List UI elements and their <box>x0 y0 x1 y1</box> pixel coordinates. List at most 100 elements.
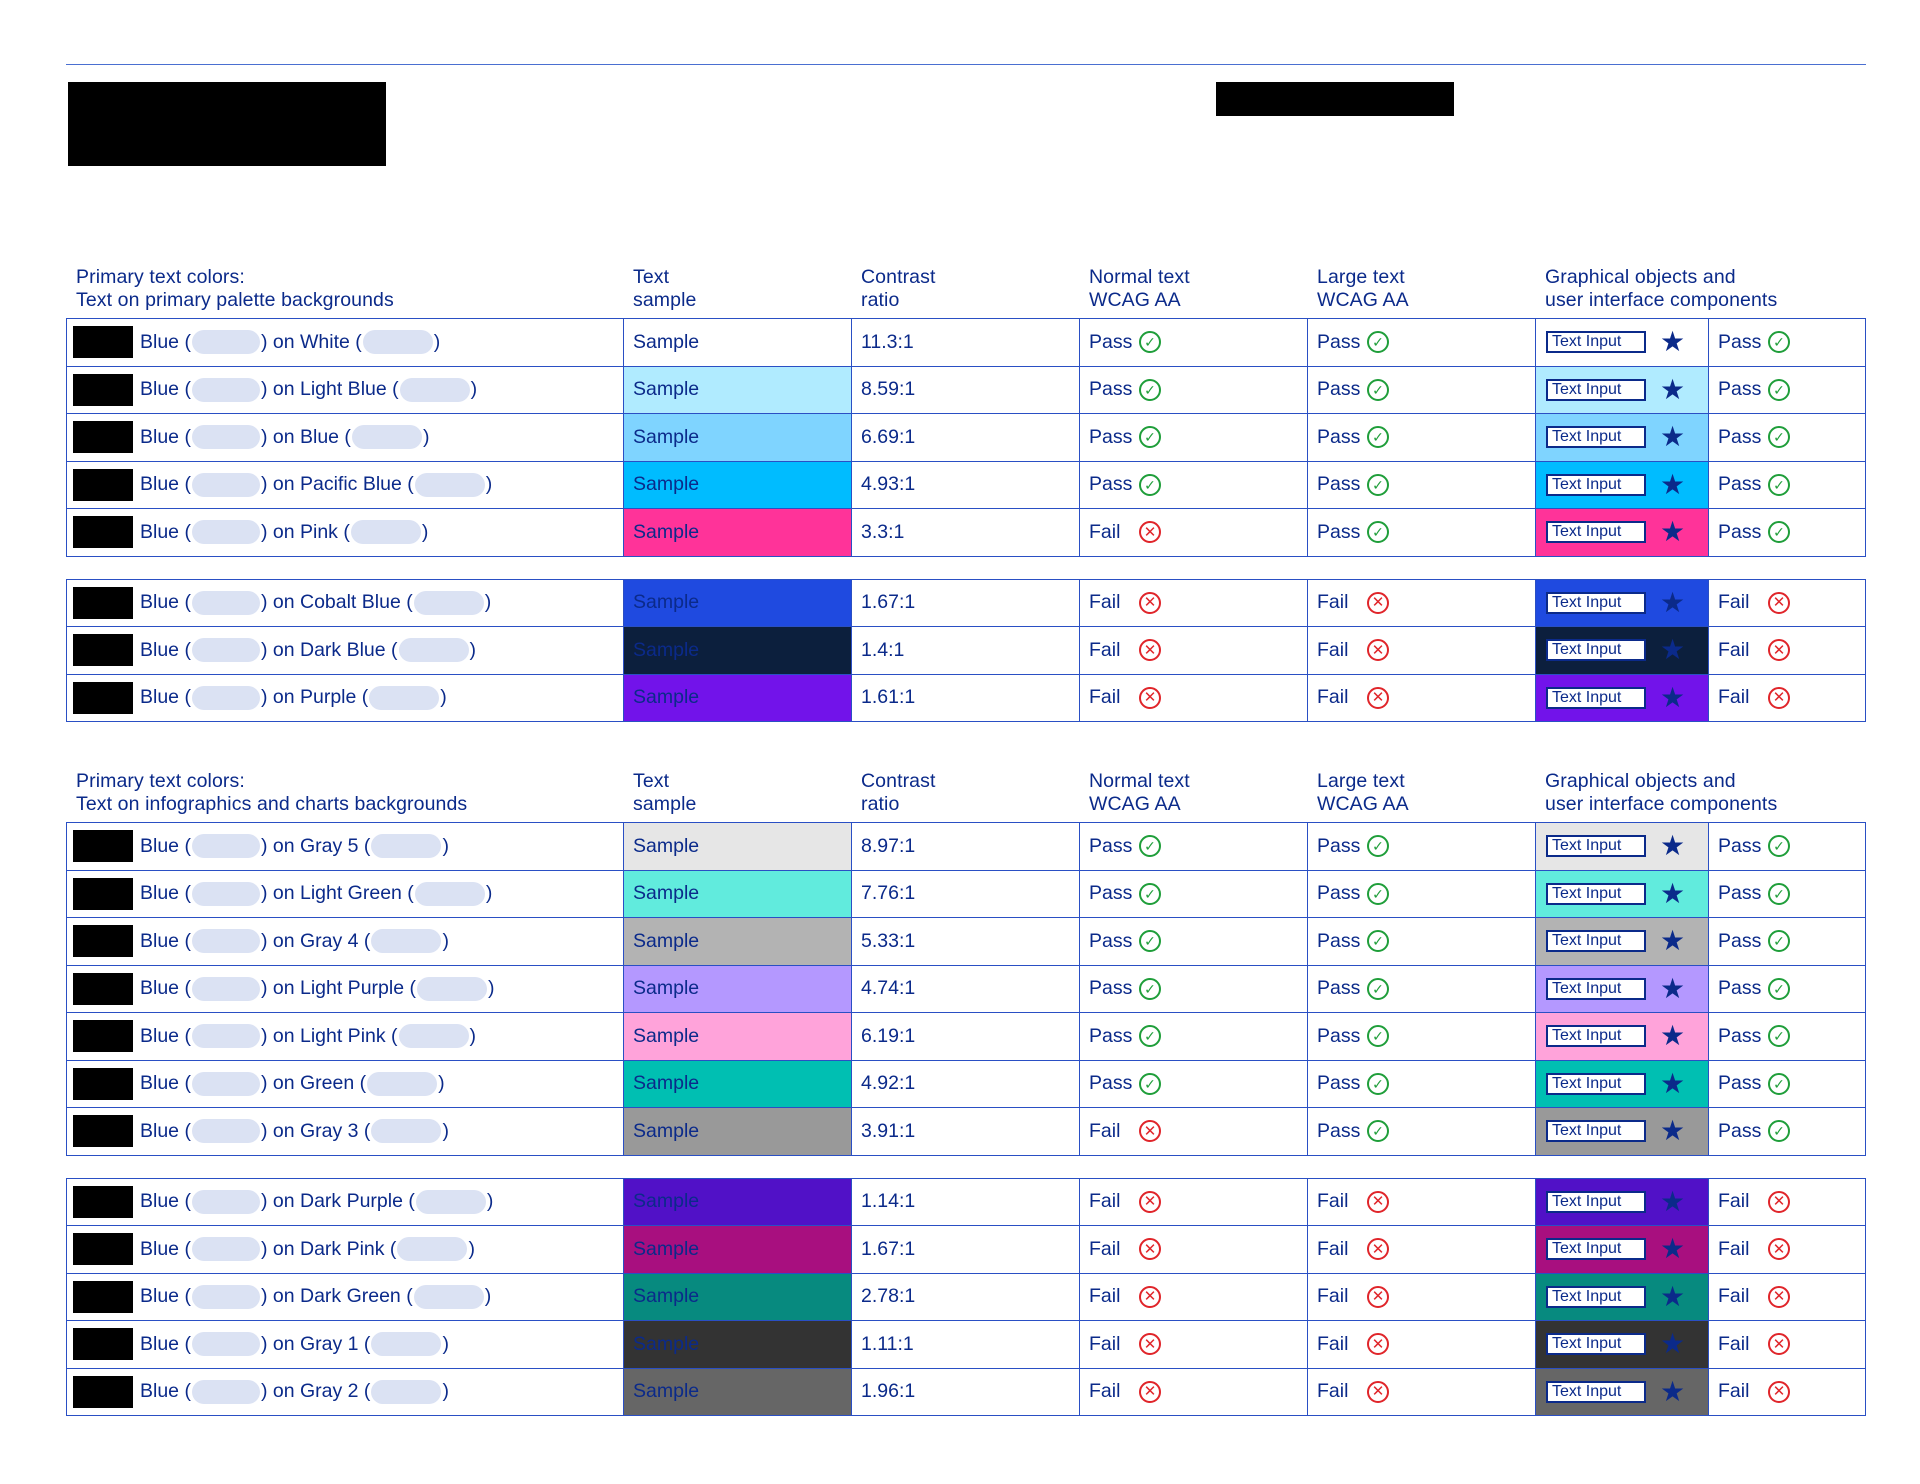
text-input-sample[interactable]: Text Input <box>1546 331 1646 354</box>
text-input-sample[interactable]: Text Input <box>1546 835 1646 858</box>
check-circle-icon: ✓ <box>1768 977 1790 1000</box>
contrast-ratio: 4.92:1 <box>861 1072 916 1095</box>
text-sample-cell: Sample <box>624 1226 852 1273</box>
text-input-sample[interactable]: Text Input <box>1546 1120 1646 1143</box>
section-header: Primary text colors: Text on infographic… <box>66 762 1866 822</box>
status-label: Fail <box>1317 1237 1349 1260</box>
redacted-swatch <box>73 421 133 454</box>
text-input-sample[interactable]: Text Input <box>1546 591 1646 614</box>
x-circle-icon: ✕ <box>1367 1333 1389 1356</box>
status-label: Pass <box>1089 330 1133 353</box>
large-text-status: Pass ✓ <box>1308 1060 1536 1107</box>
check-circle-icon: ✓ <box>1367 1072 1389 1095</box>
table-row: Blue () on Gray 4 () Sample 5.33:1 Pass ✓ Pas… <box>67 917 1865 965</box>
text-input-sample[interactable]: Text Input <box>1546 639 1646 662</box>
status-label: Fail <box>1089 1285 1121 1308</box>
x-circle-icon: ✕ <box>1768 1285 1790 1308</box>
star-icon: ★ <box>1660 925 1686 957</box>
status-label: Fail <box>1718 1190 1750 1213</box>
header-graphical-objects: Graphical objects and user interface com… <box>1545 266 1778 311</box>
ui-component-sample-cell: Text Input ★ <box>1536 674 1709 721</box>
redacted-hex <box>191 520 260 545</box>
ui-component-sample-cell: Text Input ★ <box>1536 366 1709 413</box>
status-label: Pass <box>1317 520 1361 543</box>
redacted-hex <box>191 1119 260 1144</box>
background-color-name: Gray 2 <box>299 1380 359 1403</box>
star-icon: ★ <box>1660 1233 1686 1265</box>
text-input-sample[interactable]: Text Input <box>1546 1285 1646 1308</box>
redacted-swatch <box>73 586 133 619</box>
status-label: Fail <box>1718 1332 1750 1355</box>
text-input-sample[interactable]: Text Input <box>1546 882 1646 905</box>
background-color-name: White <box>299 330 350 353</box>
normal-text-status: Pass ✓ <box>1080 414 1308 461</box>
contrast-ratio: 2.78:1 <box>861 1285 916 1308</box>
text-input-sample[interactable]: Text Input <box>1546 426 1646 449</box>
star-icon: ★ <box>1660 1375 1686 1407</box>
gfx-status: Pass ✓ <box>1709 1013 1865 1060</box>
star-icon: ★ <box>1660 830 1686 862</box>
text-input-sample[interactable]: Text Input <box>1546 1380 1646 1403</box>
table-row: Blue () on White () Sample 11.3:1 Pass ✓ Pass… <box>67 319 1865 366</box>
check-circle-icon: ✓ <box>1367 835 1389 858</box>
gfx-status: Pass ✓ <box>1709 319 1865 366</box>
check-circle-icon: ✓ <box>1139 977 1161 1000</box>
x-circle-icon: ✕ <box>1139 1285 1161 1308</box>
status-label: Fail <box>1317 591 1349 614</box>
contrast-ratio-cell: 8.59:1 <box>852 366 1080 413</box>
check-circle-icon: ✓ <box>1768 1025 1790 1048</box>
color-pair-cell: Blue () on Gray 3 () <box>67 1108 624 1155</box>
status-label: Pass <box>1089 1024 1133 1047</box>
redacted-swatch <box>73 1328 133 1361</box>
text-sample-cell: Sample <box>624 509 852 556</box>
sample-text: Sample <box>633 520 700 543</box>
redacted-swatch <box>73 516 133 549</box>
redacted-hex <box>191 590 260 615</box>
check-circle-icon: ✓ <box>1367 882 1389 905</box>
text-input-sample[interactable]: Text Input <box>1546 473 1646 496</box>
text-input-sample[interactable]: Text Input <box>1546 1238 1646 1261</box>
sample-text: Sample <box>633 882 700 905</box>
sample-text: Sample <box>633 591 700 614</box>
text-input-sample[interactable]: Text Input <box>1546 1072 1646 1095</box>
large-text-status: Pass ✓ <box>1308 823 1536 870</box>
text-sample-cell: Sample <box>624 918 852 965</box>
redacted-swatch <box>73 1280 133 1313</box>
redacted-hex <box>371 834 442 859</box>
ui-component-sample-cell: Text Input ★ <box>1536 965 1709 1012</box>
redacted-hex <box>191 1189 260 1214</box>
status-label: Fail <box>1089 1119 1121 1142</box>
ui-component-sample-cell: Text Input ★ <box>1536 414 1709 461</box>
text-input-sample[interactable]: Text Input <box>1546 378 1646 401</box>
text-input-sample[interactable]: Text Input <box>1546 977 1646 1000</box>
normal-text-status: Fail ✕ <box>1080 1321 1308 1368</box>
redacted-hex <box>191 834 260 859</box>
large-text-status: Fail ✕ <box>1308 627 1536 674</box>
status-label: Pass <box>1718 425 1762 448</box>
text-input-sample[interactable]: Text Input <box>1546 1333 1646 1356</box>
gfx-status: Pass ✓ <box>1709 1108 1865 1155</box>
text-input-sample[interactable]: Text Input <box>1546 521 1646 544</box>
large-text-status: Fail ✕ <box>1308 1273 1536 1320</box>
status-label: Pass <box>1317 1119 1361 1142</box>
gfx-status: Fail ✕ <box>1709 1179 1865 1226</box>
text-input-sample[interactable]: Text Input <box>1546 1190 1646 1213</box>
text-input-sample[interactable]: Text Input <box>1546 686 1646 709</box>
ui-component-sample-cell: Text Input ★ <box>1536 1060 1709 1107</box>
text-input-sample[interactable]: Text Input <box>1546 930 1646 953</box>
text-input-sample[interactable]: Text Input <box>1546 1025 1646 1048</box>
large-text-status: Pass ✓ <box>1308 509 1536 556</box>
redacted-hex <box>191 881 260 906</box>
background-color-name: Light Pink <box>299 1024 386 1047</box>
redacted-title <box>1216 82 1454 116</box>
contrast-ratio-cell: 1.96:1 <box>852 1368 1080 1415</box>
section-infographics: Primary text colors: Text on infographic… <box>66 762 1866 1438</box>
normal-text-status: Fail ✕ <box>1080 627 1308 674</box>
redacted-swatch <box>73 1020 133 1053</box>
status-label: Pass <box>1317 834 1361 857</box>
redacted-hex <box>371 1332 442 1357</box>
status-label: Fail <box>1718 638 1750 661</box>
check-circle-icon: ✓ <box>1768 473 1790 496</box>
color-pair-cell: Blue () on Light Green () <box>67 870 624 917</box>
star-icon: ★ <box>1660 1115 1686 1147</box>
